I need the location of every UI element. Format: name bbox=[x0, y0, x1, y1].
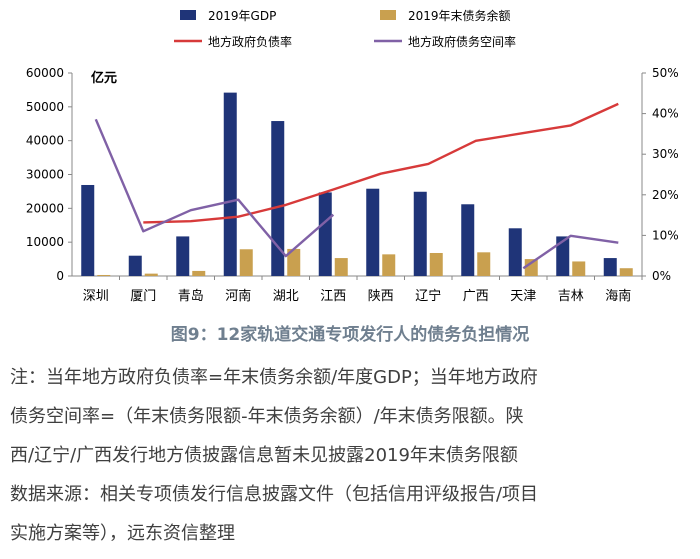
bar-gdp bbox=[318, 192, 332, 276]
bar-gdp bbox=[413, 191, 427, 276]
category-label: 湖北 bbox=[273, 289, 299, 304]
bar-debt bbox=[382, 254, 396, 276]
bar-gdp bbox=[176, 236, 190, 276]
category-label: 吉林 bbox=[558, 289, 584, 304]
category-label: 深圳 bbox=[83, 289, 109, 304]
left-tick-label: 20000 bbox=[26, 201, 64, 215]
debt-burden-chart: 0 10000 20000 30000 40000 50000 60000 0% 10% 20% 3… bbox=[26, 8, 679, 304]
note-line-3: 西/辽宁/广西发行地方债披露信息暂未见披露2019年末债务限额 bbox=[10, 445, 518, 466]
left-tick-label: 40000 bbox=[26, 134, 64, 148]
bar-gdp bbox=[128, 255, 142, 276]
debt-space-ratio-line bbox=[94, 118, 335, 258]
bar-debt bbox=[287, 248, 301, 276]
left-tick-label: 50000 bbox=[26, 100, 64, 114]
category-label: 天津 bbox=[510, 289, 536, 304]
unit-label: 亿元 bbox=[91, 70, 117, 86]
note-line-5: 实施方案等），远东资信整理 bbox=[10, 523, 235, 544]
bar-debt bbox=[572, 261, 586, 276]
left-tick-label: 0 bbox=[56, 269, 64, 283]
debt-space-ratio-line bbox=[522, 234, 619, 270]
bar-debt bbox=[239, 249, 253, 276]
lines bbox=[94, 102, 619, 270]
bar-debt bbox=[477, 252, 491, 276]
left-tick-label: 30000 bbox=[26, 168, 64, 182]
notes: 注：当年地方政府负债率=年末债务余额/年度GDP；当年地方政府 债务空间率=（年… bbox=[10, 358, 696, 553]
right-tick-label: 40% bbox=[652, 107, 679, 121]
category-label: 江西 bbox=[320, 289, 346, 304]
bar-gdp bbox=[223, 92, 237, 276]
right-tick-label: 0% bbox=[652, 269, 671, 283]
legend-swatch bbox=[380, 10, 396, 20]
left-tick-label: 60000 bbox=[26, 66, 64, 80]
category-label: 辽宁 bbox=[415, 288, 441, 304]
bar-debt bbox=[619, 268, 633, 276]
bar-debt bbox=[429, 252, 443, 276]
bar-gdp bbox=[603, 258, 617, 276]
bars bbox=[81, 92, 633, 276]
bar-debt bbox=[524, 259, 538, 276]
bar-gdp bbox=[556, 236, 570, 276]
bar-gdp bbox=[461, 204, 475, 276]
bar-gdp bbox=[508, 228, 522, 276]
bar-gdp bbox=[81, 184, 95, 276]
legend-label: 2019年末债务余额 bbox=[408, 8, 511, 23]
legend-swatch bbox=[180, 10, 196, 20]
bar-debt bbox=[97, 274, 111, 276]
right-tick-label: 20% bbox=[652, 188, 679, 202]
right-tick-label: 50% bbox=[652, 66, 679, 80]
bar-debt bbox=[192, 270, 206, 276]
bar-gdp bbox=[271, 121, 285, 276]
category-label: 陕西 bbox=[368, 289, 394, 304]
bar-gdp bbox=[366, 188, 380, 276]
legend-label: 地方政府债务空间率 bbox=[408, 34, 516, 49]
right-tick-label: 10% bbox=[652, 228, 679, 242]
note-line-4: 数据来源：相关专项债发行信息披露文件（包括信用评级报告/项目 bbox=[10, 484, 539, 505]
legend-label: 地方政府负债率 bbox=[208, 34, 292, 49]
left-tick-label: 10000 bbox=[26, 235, 64, 249]
right-tick-label: 30% bbox=[652, 147, 679, 161]
bar-debt bbox=[144, 273, 158, 276]
bar-debt bbox=[334, 258, 348, 276]
figure-caption: 图9：12家轨道交通专项发行人的债务负担情况 bbox=[170, 325, 530, 345]
legend-label: 2019年GDP bbox=[208, 9, 276, 23]
category-label: 海南 bbox=[605, 288, 631, 304]
axes: 0 10000 20000 30000 40000 50000 60000 0% 10% 20% 3… bbox=[26, 66, 679, 304]
category-label: 河南 bbox=[225, 288, 251, 304]
category-label: 广西 bbox=[463, 289, 489, 304]
debt-ratio-line bbox=[143, 102, 619, 224]
category-label: 厦门 bbox=[130, 289, 156, 304]
category-label: 青岛 bbox=[178, 288, 204, 304]
note-line-2: 债务空间率=（年末债务限额-年末债务余额）/年末债务限额。陕 bbox=[10, 406, 524, 427]
note-line-1: 注：当年地方政府负债率=年末债务余额/年度GDP；当年地方政府 bbox=[10, 367, 538, 388]
